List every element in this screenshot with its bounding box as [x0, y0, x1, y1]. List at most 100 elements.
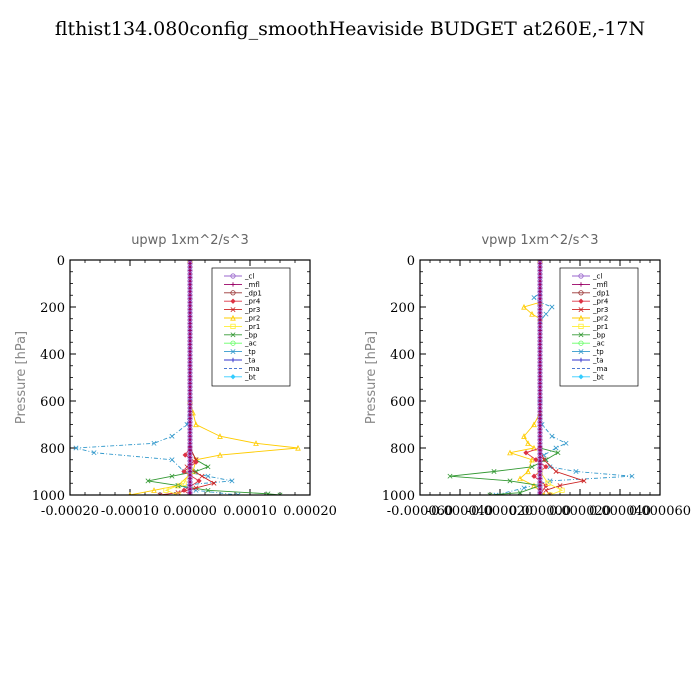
- legend-marker: [578, 307, 584, 313]
- plot-frame: [419, 259, 661, 496]
- legend-label: _cl: [244, 273, 254, 281]
- x-tick-label: -0.000060: [387, 504, 453, 519]
- series-point-pr2: [521, 433, 527, 439]
- series-point-pr1: [181, 480, 187, 486]
- series-point-pr4: [182, 452, 188, 458]
- legend-label: _bt: [592, 373, 604, 381]
- legend-marker: [230, 323, 236, 330]
- series-point-pr3: [193, 485, 199, 491]
- legend-label: _pr4: [244, 298, 261, 306]
- legend-marker: [578, 349, 584, 355]
- legend-marker: [578, 273, 584, 279]
- series-point-tp: [553, 445, 559, 451]
- panel-title: upwp 1xm^2/s^3: [131, 233, 249, 248]
- series-point-pr2: [217, 433, 223, 439]
- legend-marker: [230, 307, 236, 313]
- legend-label: _pr3: [592, 306, 608, 314]
- series-point-pr1: [545, 480, 551, 486]
- legend-marker: [578, 374, 584, 380]
- series-line-pr2: [509, 260, 545, 495]
- series-point-bp: [555, 450, 561, 456]
- series-point-bp: [447, 473, 453, 479]
- legend-label: _bp: [592, 331, 606, 339]
- legend-marker: [578, 323, 584, 330]
- chart-panel-2: vpwp 1xm^2/s^3 Pressure [hPa] 0 200 400 600 80…: [364, 233, 691, 519]
- series-point-pr4: [181, 468, 187, 475]
- data-area: [447, 260, 635, 495]
- y-tick-label: 400: [390, 348, 415, 363]
- series-point-pr2: [253, 440, 259, 446]
- panel-title: vpwp 1xm^2/s^3: [481, 233, 598, 248]
- series-point-pr2: [217, 451, 223, 458]
- y-tick-label: 600: [390, 395, 415, 410]
- series-line-tp: [75, 260, 239, 495]
- legend-marker: [578, 332, 584, 338]
- series-point-pr4: [181, 487, 187, 493]
- series-point-tp: [549, 433, 555, 439]
- x-tick-label: -0.00020: [41, 504, 99, 519]
- legend-marker: [578, 298, 584, 304]
- legend: _cl_mfl_dp1_pr4_pr3_pr2_pr1_bp_ac_tp_ta_…: [211, 267, 291, 387]
- legend-label: _dp1: [244, 289, 262, 297]
- x-tick-label: 0.00020: [283, 504, 337, 519]
- legend: _cl_mfl_dp1_pr4_pr3_pr2_pr1_bp_ac_tp_ta_…: [559, 267, 639, 387]
- legend-marker: [230, 273, 236, 279]
- y-tick-label: 1000: [382, 489, 415, 504]
- legend-box: [559, 267, 639, 387]
- x-tick-label: 0.000000: [509, 504, 571, 519]
- y-tick-label: 0: [407, 254, 415, 269]
- series-point-pr4: [533, 457, 539, 463]
- series-point-bp: [277, 492, 283, 495]
- x-tick-label: 0.000040: [589, 504, 651, 519]
- series-point-pr2: [295, 444, 301, 451]
- series-point-tp: [205, 473, 211, 479]
- zero-line-marker: [537, 490, 543, 495]
- series-point-bp: [205, 464, 211, 470]
- series-point-tp: [563, 440, 569, 446]
- legend-label: _ma: [244, 365, 260, 373]
- legend-marker: [230, 349, 236, 355]
- series-point-bp: [487, 492, 493, 495]
- legend-label: _ac: [244, 340, 257, 348]
- series-point-bp: [205, 487, 211, 493]
- series-point-bp: [507, 478, 513, 484]
- x-tick-label: -0.000020: [467, 504, 533, 519]
- series-point-tp: [151, 440, 157, 446]
- series-point-tp: [91, 450, 97, 456]
- series-point-bp: [529, 464, 535, 470]
- series-point-pr4: [543, 464, 549, 470]
- legend-label: _mfl: [244, 281, 260, 289]
- legend-label: _cl: [592, 273, 602, 281]
- series-point-bp: [517, 490, 523, 495]
- legend-label: _bt: [244, 373, 256, 381]
- legend-label: _ma: [592, 365, 608, 373]
- legend-marker: [578, 357, 584, 363]
- x-tick-label: 0.000060: [629, 504, 691, 519]
- series-point-pr2: [525, 440, 531, 446]
- y-tick-label: 400: [40, 348, 65, 363]
- legend-marker: [230, 374, 236, 380]
- series-point-tp: [521, 485, 527, 491]
- series-point-tp: [549, 304, 555, 310]
- x-tick-label: 0.00010: [223, 504, 277, 519]
- legend-marker: [230, 298, 236, 304]
- legend-label: _pr3: [244, 306, 260, 314]
- series-point-pr2: [529, 456, 535, 463]
- series-point-bp: [169, 473, 175, 479]
- series-point-tp: [229, 478, 235, 484]
- zero-line-marker: [187, 490, 193, 495]
- y-tick-label: 800: [40, 442, 65, 457]
- series-point-pr4: [193, 459, 199, 465]
- y-tick-label: 200: [390, 301, 415, 316]
- series-point-tp: [169, 457, 175, 463]
- legend-label: _tp: [592, 348, 604, 356]
- legend-label: _ta: [244, 357, 256, 365]
- chart-panel-1: upwp 1xm^2/s^3 Pressure [hPa] 0 200 400 600 80…: [14, 233, 337, 519]
- legend-label: _ta: [592, 357, 604, 365]
- series-point-pr2: [517, 475, 523, 482]
- legend-marker: [230, 314, 236, 321]
- y-axis-label: Pressure [hPa]: [14, 331, 29, 424]
- series-point-bp: [491, 469, 497, 474]
- series-point-tp: [629, 473, 635, 479]
